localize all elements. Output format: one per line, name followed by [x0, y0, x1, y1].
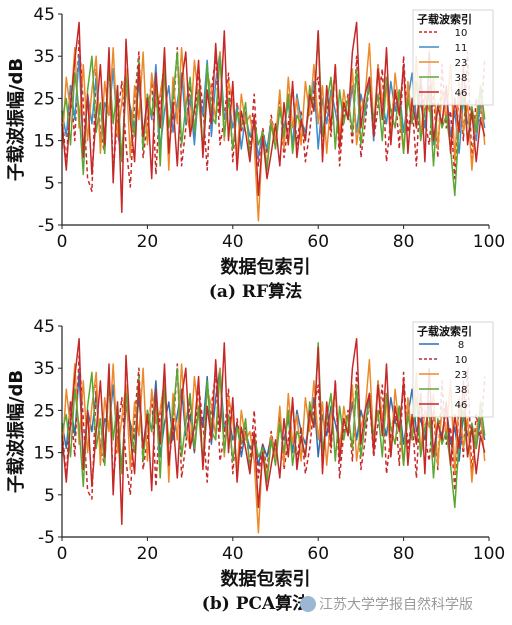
x-tick-label: 20 [137, 544, 159, 564]
legend-box [412, 321, 494, 418]
legend-label: 38 [455, 385, 468, 396]
legend-title: 子载波索引 [417, 12, 472, 26]
legend-label: 11 [455, 43, 468, 54]
x-tick-label: 80 [393, 232, 415, 252]
legend-title: 子载波索引 [417, 324, 472, 338]
x-tick-label: 100 [473, 232, 505, 252]
legend: 子载波索引 10 11 23 38 46 [412, 9, 494, 106]
x-tick-label: 40 [222, 544, 244, 564]
series-line-46 [61, 337, 486, 526]
x-axis-title: 数据包索引 [221, 568, 311, 590]
y-tick-label: 35 [33, 359, 55, 379]
watermark: 江苏大学学报自然科学版 [300, 594, 473, 614]
x-tick-label: 100 [473, 544, 505, 564]
legend-label: 8 [458, 340, 464, 351]
legend-label: 23 [455, 370, 468, 381]
y-tick-label: -5 [38, 216, 55, 236]
x-tick-label: 60 [307, 544, 329, 564]
watermark-logo-icon [300, 596, 316, 612]
legend-label: 46 [455, 88, 468, 99]
y-tick-label: 25 [33, 401, 55, 421]
x-axis-title: 数据包索引 [221, 256, 311, 278]
legend: 子载波索引 8 10 23 38 46 [412, 321, 494, 418]
x-tick-label: 20 [137, 232, 159, 252]
x-tick-label: 60 [307, 232, 329, 252]
y-axis-title: 子载波振幅/dB [5, 58, 27, 181]
y-tick-label: 15 [33, 132, 55, 152]
x-tick-label: 0 [57, 544, 68, 564]
x-tick-label: 40 [222, 232, 244, 252]
y-tick-label: 45 [33, 5, 55, 25]
legend-label: 10 [455, 355, 468, 366]
y-tick-label: -5 [38, 528, 55, 548]
x-tick-label: 80 [393, 544, 415, 564]
x-tick-label: 0 [57, 232, 68, 252]
y-tick-label: 5 [44, 486, 55, 506]
chart-caption: (b) PCA算法 [202, 593, 309, 614]
watermark-text: 江苏大学学报自然科学版 [319, 597, 473, 613]
y-tick-label: 25 [33, 89, 55, 109]
chart-panel-a: 0 20 40 60 80 100 -5 5 15 25 35 45 数据包索引 子载波振幅/dB (a) … [5, 5, 505, 302]
y-tick-label: 5 [44, 174, 55, 194]
y-tick-label: 15 [33, 444, 55, 464]
legend-label: 46 [455, 400, 468, 411]
y-tick-label: 45 [33, 317, 55, 337]
y-axis-title: 子载波振幅/dB [5, 370, 27, 493]
chart-panel-b: 0 20 40 60 80 100 -5 5 15 25 35 45 数据包索引 子载波振幅/dB (b) … [5, 317, 505, 614]
legend-label: 23 [455, 58, 468, 69]
legend-box [412, 9, 494, 106]
legend-label: 38 [455, 73, 468, 84]
chart-caption: (a) RF算法 [209, 281, 302, 302]
legend-label: 10 [455, 28, 468, 39]
y-tick-label: 35 [33, 47, 55, 67]
series-line-46 [61, 21, 486, 214]
